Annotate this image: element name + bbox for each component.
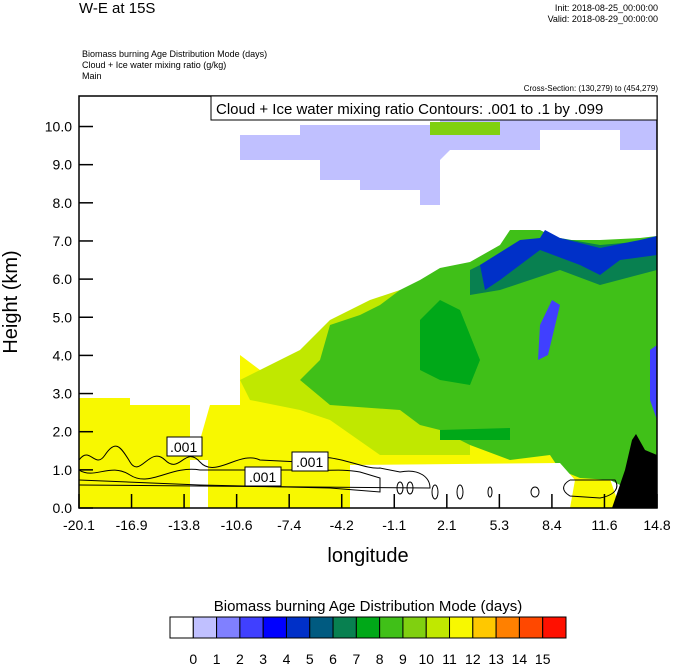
colorbar-swatch <box>542 616 567 639</box>
colorbar-label: 10 <box>418 651 434 667</box>
x-tick-label: -16.9 <box>116 517 148 533</box>
contour-label: .001 <box>166 436 203 457</box>
x-tick-label: -7.4 <box>277 517 301 533</box>
y-tick-label: 7.0 <box>53 233 73 249</box>
contour-title-box <box>210 95 658 121</box>
colorbar-swatch <box>495 616 520 639</box>
contour-line <box>431 484 439 500</box>
contour-label: .001 <box>291 451 329 472</box>
terrain <box>612 434 657 508</box>
y-tick-label: 3.0 <box>53 386 73 402</box>
field-white-gap <box>350 463 575 508</box>
field-dark-green-2 <box>440 428 510 440</box>
subtitle-contour: Cloud + Ice water mixing ratio (g/kg) <box>82 60 227 70</box>
colorbar-swatch <box>169 616 194 639</box>
svg-text:.001: .001 <box>249 469 276 485</box>
y-tick-label: 10.0 <box>45 119 72 135</box>
x-axis-label: longitude <box>327 545 408 567</box>
colorbar-swatch <box>425 616 451 639</box>
colorbar-label: 4 <box>283 651 291 667</box>
y-tick-label: 1.0 <box>53 462 73 478</box>
x-tick-label: -4.2 <box>330 517 354 533</box>
colorbar-label: 15 <box>535 651 551 667</box>
colorbar-swatch <box>239 616 264 639</box>
contour-line <box>406 481 414 495</box>
x-axis: -20.1 -16.9 -13.8 -10.6 -7.4 -4.2 -1.1 2.1 5.3 8.… <box>63 494 671 533</box>
svg-text:.001: .001 <box>296 454 323 470</box>
colorbar-label: 14 <box>512 651 528 667</box>
y-tick-label: 4.0 <box>53 347 73 363</box>
subtitle-domain: Main <box>82 71 102 81</box>
colorbar: 0 1 2 3 4 5 6 7 8 9 10 11 12 13 14 15 <box>169 616 567 667</box>
colorbar-swatch <box>309 616 334 639</box>
field-white-left <box>190 460 208 508</box>
colorbar-label: 11 <box>442 651 457 667</box>
colorbar-label: 8 <box>376 651 384 667</box>
shaded-field <box>79 120 657 508</box>
x-tick-label: 2.1 <box>437 517 457 533</box>
y-tick-label: 9.0 <box>53 157 73 173</box>
colorbar-swatch <box>379 616 404 639</box>
field-blue-right <box>650 345 657 420</box>
colorbar-label: 6 <box>329 651 337 667</box>
field-dark-green <box>420 300 480 385</box>
x-tick-label: 5.3 <box>490 517 510 533</box>
x-tick-label: -20.1 <box>63 517 95 533</box>
y-tick-label: 2.0 <box>53 424 73 440</box>
colorbar-swatch <box>262 616 287 639</box>
y-tick-label: 5.0 <box>53 309 73 325</box>
y-tick-label: 6.0 <box>53 271 73 287</box>
svg-text:.001: .001 <box>170 439 197 455</box>
colorbar-label: 2 <box>236 651 244 667</box>
colorbar-label: 13 <box>488 651 504 667</box>
x-tick-label: -13.8 <box>168 517 200 533</box>
contour-title: Cloud + Ice water mixing ratio Contours:… <box>216 101 603 118</box>
colorbar-label: 5 <box>306 651 314 667</box>
x-tick-label: -1.1 <box>382 517 406 533</box>
subtitle-field: Biomass burning Age Distribution Mode (d… <box>82 49 268 59</box>
contour-line <box>530 486 540 498</box>
contour-lines <box>79 445 618 500</box>
y-tick-label: 8.0 <box>53 195 73 211</box>
init-time: Init: 2018-08-25_00:00:00 <box>554 3 658 13</box>
colorbar-swatch <box>355 616 381 639</box>
cross-section-label: Cross-Section: (130,279) to (454,279) <box>523 84 658 93</box>
contour-line <box>79 445 431 489</box>
colorbar-swatch <box>216 616 241 639</box>
x-tick-label: 8.4 <box>542 517 562 533</box>
field-blue <box>480 230 657 290</box>
contour-line <box>456 484 464 500</box>
colorbar-swatch <box>402 616 427 639</box>
colorbar-label: 7 <box>352 651 360 667</box>
colorbar-label: 12 <box>465 651 481 667</box>
contour-line <box>563 479 618 499</box>
colorbar-swatch <box>449 616 474 639</box>
contour-line <box>487 486 493 498</box>
y-axis: 0.0 1.0 2.0 3.0 4.0 5.0 6.0 7.0 8.0 9.0 10.0 <box>45 119 93 516</box>
contour-label: .001 <box>244 466 282 487</box>
colorbar-swatch <box>518 616 544 639</box>
contour-line <box>396 481 404 495</box>
y-tick-label: 0.0 <box>53 500 73 516</box>
field-blue-streak <box>538 300 560 360</box>
colorbar-title: Biomass burning Age Distribution Mode (d… <box>214 598 522 615</box>
colorbar-label: 3 <box>259 651 267 667</box>
colorbar-swatch <box>472 616 497 639</box>
contour-line <box>79 468 381 493</box>
field-lavender-top <box>240 120 657 205</box>
colorbar-swatch <box>192 616 218 639</box>
colorbar-label: 9 <box>399 651 407 667</box>
x-tick-label: 11.6 <box>591 517 617 533</box>
y-axis-label: Height (km) <box>0 250 22 353</box>
colorbar-label: 0 <box>189 651 197 667</box>
field-green-top <box>430 122 500 135</box>
colorbar-swatch <box>332 616 357 639</box>
colorbar-swatch <box>285 616 311 639</box>
colorbar-label: 1 <box>213 651 221 667</box>
valid-time: Valid: 2018-08-29_00:00:00 <box>547 14 658 24</box>
x-tick-label: -10.6 <box>221 517 253 533</box>
x-tick-label: 14.8 <box>643 517 670 533</box>
plot-title: W-E at 15S <box>79 0 156 17</box>
